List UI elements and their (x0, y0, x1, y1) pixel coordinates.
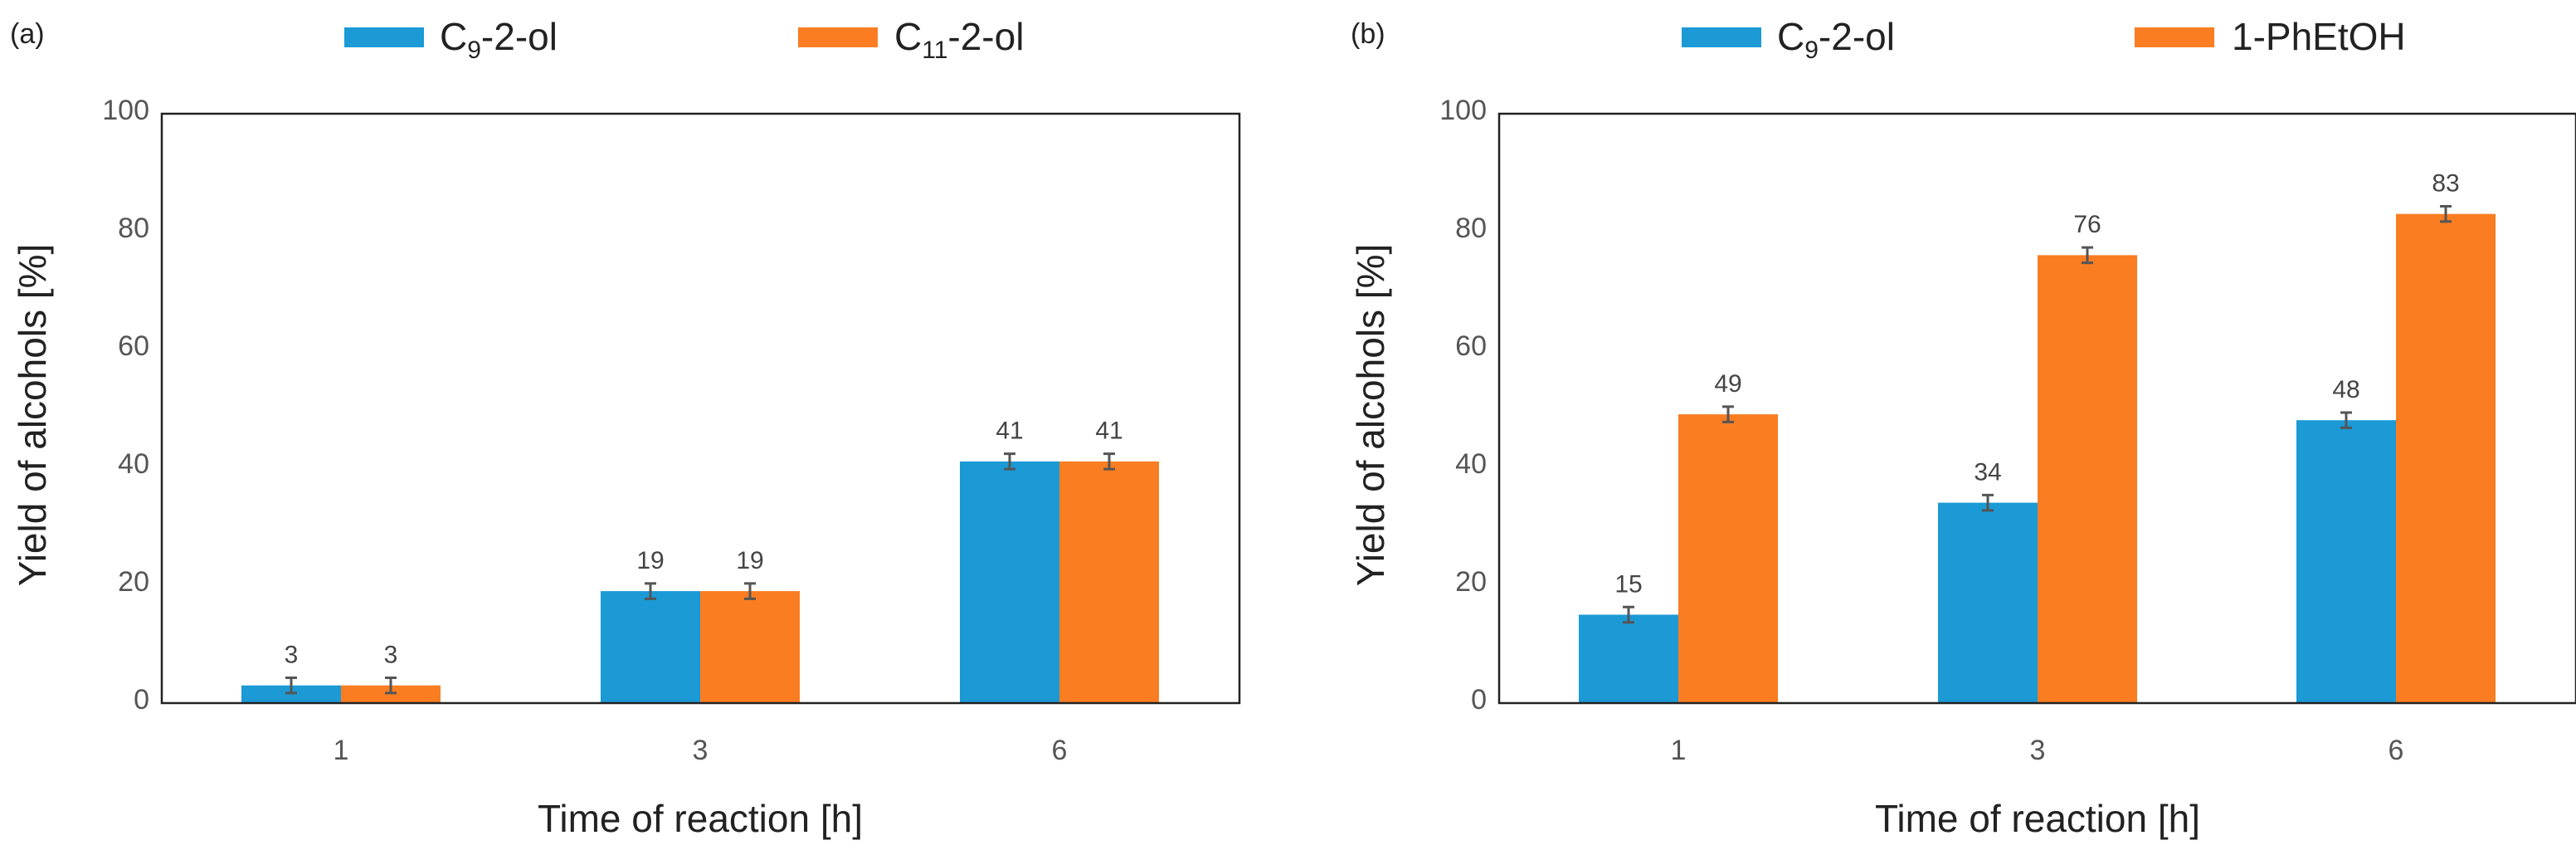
panel-b-errorbar-phetoh-6h (2440, 204, 2452, 223)
panel-a-legend-label-1-sub: 9 (467, 37, 481, 64)
panel-a-x-axis-label: Time of reaction [h] (538, 797, 863, 840)
panel-b-x-tick-6: 6 (2389, 735, 2404, 766)
panel-a-legend-swatch-1 (344, 27, 424, 47)
panel-b-data-label-phetoh-1h: 49 (1714, 370, 1741, 398)
panel-b-errorbar-phetoh-1h (1722, 405, 1734, 423)
panel-b-y-tick-40: 40 (1455, 448, 1487, 480)
panel-b-legend-label-1-tail: -2-ol (1819, 15, 1895, 58)
panel-a-errorbar-c9-1h (285, 676, 297, 695)
panel-b-y-axis-label: Yield of alcohols [%] (1349, 244, 1392, 587)
panel-a-legend-label-2-sub: 11 (922, 37, 947, 64)
panel-a-bar-c11-3h (700, 591, 800, 703)
panel-b-y-tick-20: 20 (1455, 566, 1487, 598)
panel-b-legend-label-1: C9-2-ol (1777, 15, 1895, 64)
panel-b-bar-c9-1h (1579, 614, 1678, 703)
panel-b-legend-swatch-2 (2135, 27, 2214, 47)
panel-b-errorbar-c9-1h (1623, 605, 1634, 624)
panel-b-plot-frame (1497, 112, 2576, 705)
panel-a-legend-label-2: C11-2-ol (894, 15, 1024, 64)
panel-a-bar-c11-6h (1059, 461, 1159, 703)
panel-b-bar-phetoh-6h (2396, 213, 2496, 703)
panel-b-legend-label-1-main: C (1777, 15, 1804, 58)
panel-b-errorbar-phetoh-3h (2082, 246, 2093, 265)
panel-a-y-ticks: 0 20 40 60 80 100 (102, 95, 149, 716)
panel-b-errorbar-c9-3h (1982, 493, 1994, 512)
panel-a-errorbar-c9-3h (645, 582, 656, 600)
panel-a-errorbar-c11-1h (385, 676, 397, 695)
panel-b-y-tick-60: 60 (1455, 330, 1487, 362)
panel-b: (b) C9-2-ol 1-PhEtOH Yield of alcohols [… (1349, 15, 2576, 840)
panel-a-bar-c9-6h (960, 461, 1059, 703)
panel-b-y-tick-100: 100 (1439, 95, 1487, 126)
panel-a-label: (a) (10, 18, 45, 50)
panel-a-legend-label-2-main: C (894, 15, 922, 58)
panel-b-data-label-c9-6h: 48 (2332, 376, 2359, 403)
panel-a-bar-c9-3h (601, 591, 700, 703)
panel-a-y-tick-100: 100 (102, 95, 149, 126)
panel-a-data-label-c9-1h: 3 (285, 641, 299, 668)
panel-b-legend-label-1-sub: 9 (1804, 37, 1819, 64)
panel-b-label: (b) (1351, 18, 1385, 50)
panel-b-x-tick-1: 1 (1671, 735, 1687, 766)
panel-b-y-tick-0: 0 (1471, 684, 1487, 716)
panel-a-legend-label-2-tail: -2-ol (947, 15, 1024, 58)
panel-a-data-label-c11-1h: 3 (384, 641, 398, 668)
panel-a-data-label-c9-3h: 19 (636, 547, 664, 574)
panel-b-data-label-c9-3h: 34 (1974, 458, 2001, 486)
panel-a-y-tick-20: 20 (118, 566, 149, 598)
panel-a-data-label-c11-3h: 19 (736, 547, 763, 574)
panel-b-x-tick-3: 3 (2030, 735, 2046, 766)
panel-a-x-tick-3: 3 (693, 735, 709, 766)
panel-b-x-axis-label: Time of reaction [h] (1875, 797, 2200, 840)
panel-b-y-ticks: 0 20 40 60 80 100 (1439, 95, 1487, 716)
panel-a-errorbar-c11-6h (1103, 452, 1115, 471)
panel-a-legend-swatch-2 (798, 27, 878, 47)
panel-b-data-label-phetoh-6h: 83 (2432, 169, 2459, 197)
panel-a-x-tick-1: 1 (334, 735, 349, 766)
panel-b-data-label-phetoh-3h: 76 (2073, 211, 2101, 238)
panel-a-y-tick-0: 0 (134, 684, 149, 716)
panel-a-plot-frame (160, 112, 1241, 705)
panel-a-legend: C9-2-ol C11-2-ol (344, 15, 1024, 64)
panel-b-errorbar-c9-6h (2340, 411, 2352, 429)
panel-a-data-label-c9-6h: 41 (996, 418, 1023, 445)
panel-a-legend-label-1-main: C (440, 15, 467, 58)
panel-a-legend-label-1-tail: -2-ol (481, 15, 558, 58)
panel-b-legend-label-2: 1-PhEtOH (2232, 15, 2406, 58)
panel-a-y-axis-label: Yield of alcohols [%] (11, 244, 54, 587)
panel-a-errorbar-c9-6h (1004, 452, 1015, 471)
panel-a-x-tick-6: 6 (1052, 735, 1068, 766)
panel-b-bar-phetoh-3h (2038, 255, 2137, 703)
panel-b-legend: C9-2-ol 1-PhEtOH (1682, 15, 2406, 64)
panel-a-legend-label-1: C9-2-ol (440, 15, 558, 64)
panel-a-y-tick-60: 60 (118, 330, 149, 362)
panel-a-data-label-c11-6h: 41 (1095, 418, 1122, 445)
panel-a: (a) C9-2-ol C11-2-ol Yield of alcohols [… (10, 15, 1241, 840)
panel-b-bar-c9-6h (2296, 420, 2396, 703)
panel-b-bar-phetoh-1h (1678, 414, 1778, 703)
panel-b-y-tick-80: 80 (1455, 213, 1487, 244)
panel-a-errorbar-c11-3h (744, 582, 756, 600)
panel-b-bar-c9-3h (1938, 502, 2038, 703)
panel-a-y-tick-40: 40 (118, 448, 149, 480)
panel-b-legend-swatch-1 (1682, 27, 1761, 47)
panel-a-y-tick-80: 80 (118, 213, 149, 244)
panel-b-data-label-c9-1h: 15 (1614, 570, 1642, 598)
